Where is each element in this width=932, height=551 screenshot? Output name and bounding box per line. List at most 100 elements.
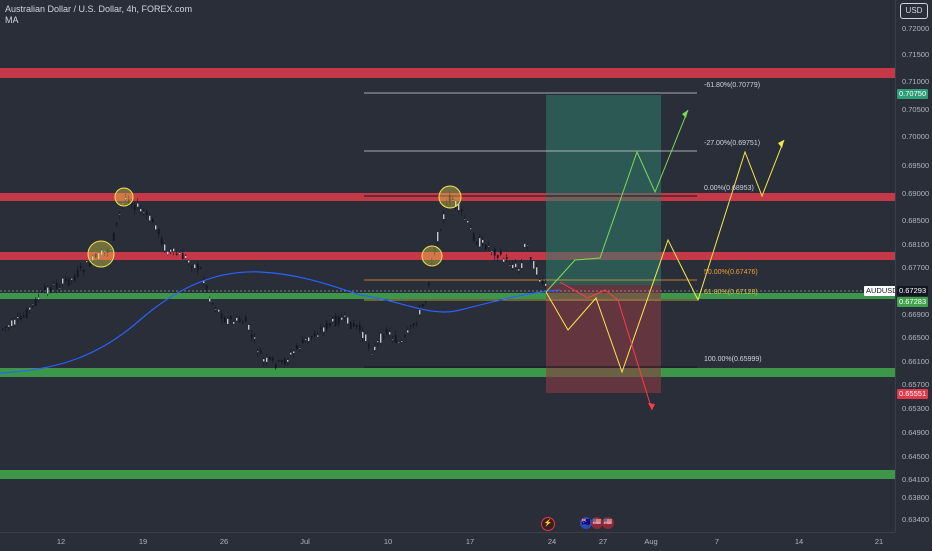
candle-body	[31, 303, 34, 306]
candle-body	[151, 218, 154, 223]
candle-body	[526, 244, 529, 247]
candle-body	[70, 278, 73, 281]
candle-body	[160, 237, 163, 245]
candle-body	[535, 266, 538, 275]
candle-body	[262, 358, 265, 362]
candle-body	[364, 334, 367, 342]
candle-body	[394, 335, 397, 344]
time-tick: 21	[874, 537, 884, 546]
candle-body	[232, 321, 235, 325]
candle-body	[316, 335, 319, 338]
chart-canvas[interactable]	[0, 0, 895, 532]
candle-body	[208, 297, 211, 302]
candle-body	[286, 359, 289, 363]
candle-body	[439, 229, 442, 231]
candle-body	[499, 251, 502, 255]
candle-body	[103, 251, 106, 253]
time-tick: Aug	[644, 537, 658, 546]
flag-us-icon[interactable]: 🇺🇸	[602, 517, 614, 529]
candle-body	[289, 352, 292, 355]
candle-body	[361, 331, 364, 339]
candle-body	[403, 335, 406, 337]
time-tick: 26	[219, 537, 229, 546]
candle-body	[64, 279, 67, 282]
price-tick: 0.68500	[902, 216, 930, 225]
price-tick: 0.70000	[902, 132, 930, 141]
candle-body	[58, 287, 61, 289]
current-price-badge: 0.67293	[897, 286, 929, 296]
candle-body	[397, 342, 400, 344]
candle-body	[196, 263, 199, 270]
candle-body	[343, 315, 346, 317]
candle-body	[373, 346, 376, 351]
candle-body	[274, 363, 277, 369]
candle-body	[304, 338, 307, 341]
swing-circle-3	[421, 245, 443, 267]
candle-body	[481, 239, 484, 244]
flash-event-icon[interactable]: ⚡	[541, 517, 555, 531]
price-tick: 0.69000	[902, 189, 930, 198]
candle-body	[502, 258, 505, 263]
candle-body	[382, 336, 385, 339]
candle-body	[421, 303, 424, 307]
currency-button[interactable]: USD	[900, 3, 928, 19]
candle-body	[43, 286, 46, 291]
time-axis[interactable]	[0, 532, 895, 551]
chart-area[interactable]: Australian Dollar / U.S. Dollar, 4h, FOR…	[0, 0, 900, 532]
price-tick: 0.63800	[902, 493, 930, 502]
candle-body	[406, 330, 409, 333]
candle-body	[91, 255, 94, 261]
candle-body	[337, 316, 340, 324]
candle-body	[142, 212, 145, 214]
price-tick: 0.64500	[902, 452, 930, 461]
candle-body	[166, 251, 169, 255]
price-tick: 0.64100	[902, 475, 930, 484]
candlestick-series	[1, 191, 547, 370]
price-tick: 0.70500	[902, 105, 930, 114]
flag-au-icon[interactable]: 🇦🇺	[580, 517, 592, 529]
candle-body	[424, 301, 427, 303]
candle-body	[328, 322, 331, 327]
projection-red	[559, 281, 653, 411]
candle-body	[217, 309, 220, 312]
candle-body	[355, 324, 358, 328]
candle-body	[40, 291, 43, 293]
candle-body	[334, 315, 337, 326]
candle-body	[250, 334, 253, 338]
candle-body	[427, 283, 430, 286]
candle-body	[511, 264, 514, 269]
candle-body	[532, 260, 535, 269]
swing-circle-2	[114, 187, 134, 207]
candle-body	[157, 229, 160, 235]
candle-body	[493, 248, 496, 256]
candle-body	[538, 279, 541, 282]
indicator-label[interactable]: MA	[5, 15, 19, 25]
candle-body	[367, 344, 370, 348]
price-tick: 0.65700	[902, 380, 930, 389]
price-axis[interactable]: USD	[895, 0, 932, 532]
time-tick: 12	[56, 537, 66, 546]
candle-body	[211, 303, 214, 305]
candle-body	[340, 317, 343, 321]
candle-body	[325, 322, 328, 330]
candle-body	[514, 263, 517, 268]
candle-body	[247, 324, 250, 331]
flag-us-icon[interactable]: 🇺🇸	[591, 517, 603, 529]
candle-body	[55, 283, 58, 289]
fib-label-100: 100.00%(0.65999)	[704, 356, 762, 363]
candle-body	[430, 262, 433, 265]
fib-label-0: 0.00%(0.68953)	[704, 185, 754, 192]
candle-body	[226, 318, 229, 325]
candle-body	[409, 325, 412, 327]
candle-body	[412, 323, 415, 326]
candle-body	[172, 248, 175, 252]
candle-body	[7, 324, 10, 328]
candle-body	[529, 257, 532, 260]
resistance-zone-top	[0, 68, 895, 78]
candle-body	[133, 205, 136, 211]
candle-body	[46, 287, 49, 294]
candle-body	[472, 233, 475, 241]
support-zone-current	[0, 293, 895, 299]
candle-body	[292, 351, 295, 354]
candle-body	[238, 318, 241, 322]
